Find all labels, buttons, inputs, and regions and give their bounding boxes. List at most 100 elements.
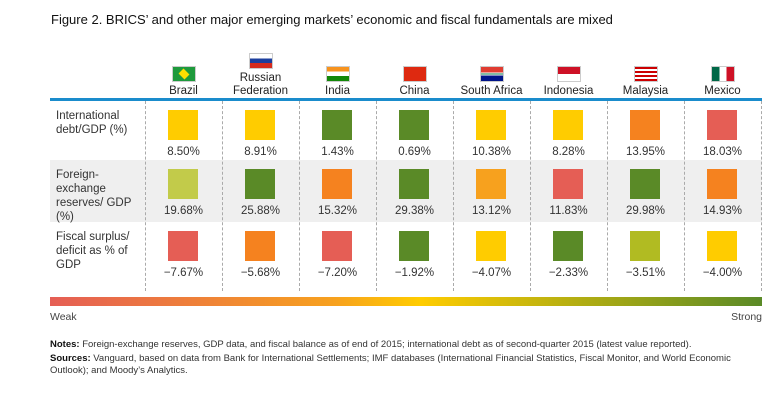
column-divider — [299, 101, 300, 291]
cell-value: 19.68% — [163, 205, 203, 217]
color-swatch — [630, 169, 660, 199]
cell-value: −2.33% — [548, 267, 589, 279]
heatmap-cell: 13.95% — [607, 101, 684, 160]
color-swatch — [168, 110, 198, 140]
heatmap-cell: 29.98% — [607, 160, 684, 222]
notes-block: Notes: Foreign-exchange reserves, GDP da… — [50, 339, 750, 379]
color-swatch — [630, 110, 660, 140]
notes-label: Notes: — [50, 339, 80, 350]
country-name: Russian Federation — [233, 72, 288, 97]
strength-gradient-bar — [50, 297, 762, 306]
heatmap-cell: 29.38% — [376, 160, 453, 222]
heatmap-cell: −7.20% — [299, 222, 376, 290]
column-divider — [222, 101, 223, 291]
flag-icon — [479, 66, 504, 82]
column-divider — [684, 101, 685, 291]
figure-title: Figure 2. BRICS’ and other major emergin… — [51, 12, 613, 27]
country-name: China — [399, 85, 430, 97]
flag-icon — [633, 66, 658, 82]
column-divider — [607, 101, 608, 291]
heatmap-cell: 0.69% — [376, 101, 453, 160]
flag-icon — [171, 66, 196, 82]
country-column-header: Malaysia — [607, 66, 684, 98]
heatmap-cell: 8.91% — [222, 101, 299, 160]
cell-value: 10.38% — [471, 146, 511, 158]
heatmap-cell: −3.51% — [607, 222, 684, 290]
heatmap-cell: 1.43% — [299, 101, 376, 160]
row-label: Foreign-exchange reserves/ GDP (%) — [56, 169, 132, 223]
country-column-header: India — [299, 66, 376, 98]
cell-value: 15.32% — [317, 205, 357, 217]
country-header: Brazil Russian Federation India China South … — [145, 52, 762, 98]
heatmap-cell: 15.32% — [299, 160, 376, 222]
color-swatch — [553, 169, 583, 199]
row-label: Fiscal surplus/ deficit as % of GDP — [56, 231, 130, 271]
cell-value: −3.51% — [625, 267, 666, 279]
flag-icon — [556, 66, 581, 82]
country-name: India — [325, 85, 350, 97]
color-swatch — [168, 169, 198, 199]
heatmap-cell: 19.68% — [145, 160, 222, 222]
color-swatch — [399, 169, 429, 199]
cell-value: −4.07% — [471, 267, 512, 279]
cell-value: 0.69% — [398, 146, 431, 158]
cell-value: 8.28% — [552, 146, 585, 158]
country-name: Mexico — [704, 85, 741, 97]
heatmap-cell: 25.88% — [222, 160, 299, 222]
heatmap-cell: −7.67% — [145, 222, 222, 290]
color-swatch — [322, 110, 352, 140]
cell-value: 25.88% — [240, 205, 280, 217]
cell-value: 13.12% — [471, 205, 511, 217]
color-swatch — [630, 231, 660, 261]
cell-value: −5.68% — [240, 267, 281, 279]
color-swatch — [707, 110, 737, 140]
country-column-header: Mexico — [684, 66, 761, 98]
flag-icon — [402, 66, 427, 82]
cell-value: 29.38% — [394, 205, 434, 217]
heatmap-cell: −4.07% — [453, 222, 530, 290]
column-divider — [145, 101, 146, 291]
country-name: Indonesia — [543, 85, 594, 97]
heatmap-cell: 14.93% — [684, 160, 761, 222]
heatmap-cell: −4.00% — [684, 222, 761, 290]
color-swatch — [399, 231, 429, 261]
color-swatch — [399, 110, 429, 140]
cell-value: −7.20% — [317, 267, 358, 279]
country-name: Brazil — [169, 85, 198, 97]
color-swatch — [553, 231, 583, 261]
notes-text: Foreign-exchange reserves, GDP data, and… — [79, 339, 692, 350]
table-row: International debt/GDP (%) 8.50% 8.91% 1.43… — [50, 101, 762, 160]
cell-value: 18.03% — [702, 146, 742, 158]
flag-icon — [248, 53, 273, 69]
country-column-header: South Africa — [453, 66, 530, 98]
color-swatch — [168, 231, 198, 261]
cell-value: 11.83% — [549, 205, 588, 217]
country-name: South Africa — [460, 85, 523, 97]
sources-label: Sources: — [50, 353, 91, 364]
heatmap-cell: −5.68% — [222, 222, 299, 290]
country-column-header: Brazil — [145, 66, 222, 98]
cell-value: −4.00% — [702, 267, 743, 279]
cell-value: 1.43% — [321, 146, 354, 158]
color-swatch — [476, 169, 506, 199]
color-swatch — [322, 231, 352, 261]
color-swatch — [322, 169, 352, 199]
color-swatch — [476, 231, 506, 261]
color-swatch — [476, 110, 506, 140]
column-divider — [376, 101, 377, 291]
cell-value: 13.95% — [625, 146, 665, 158]
heatmap-cell: 13.12% — [453, 160, 530, 222]
heatmap-cell: 8.28% — [530, 101, 607, 160]
row-label: International debt/GDP (%) — [56, 110, 128, 136]
color-swatch — [707, 231, 737, 261]
country-column-header: China — [376, 66, 453, 98]
heatmap-cell: 18.03% — [684, 101, 761, 160]
heatmap-cell: −2.33% — [530, 222, 607, 290]
cell-value: 8.91% — [244, 146, 277, 158]
color-swatch — [245, 110, 275, 140]
heatmap-cell: 8.50% — [145, 101, 222, 160]
header-divider — [50, 98, 762, 101]
heatmap-cell: −1.92% — [376, 222, 453, 290]
flag-icon — [325, 66, 350, 82]
sources-text: Vanguard, based on data from Bank for In… — [50, 353, 731, 376]
